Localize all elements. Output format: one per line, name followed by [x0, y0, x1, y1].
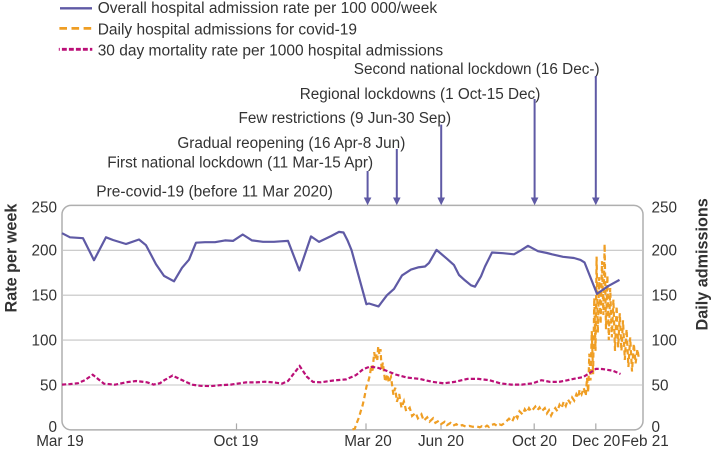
svg-text:Gradual reopening (16 Apr-8 Ju: Gradual reopening (16 Apr-8 Jun): [177, 135, 405, 152]
svg-text:Jun 20: Jun 20: [418, 433, 464, 450]
svg-text:Second national lockdown (16 D: Second national lockdown (16 Dec-): [354, 61, 600, 78]
svg-text:0: 0: [652, 419, 661, 436]
svg-text:Daily hospital admissions for: Daily hospital admissions for covid-19: [98, 21, 357, 38]
svg-text:150: 150: [652, 288, 678, 305]
svg-text:50: 50: [652, 377, 669, 394]
svg-text:Feb 21: Feb 21: [621, 433, 669, 450]
svg-text:250: 250: [652, 200, 678, 217]
svg-text:30 day mortality rate per 1000: 30 day mortality rate per 1000 hospital …: [98, 42, 444, 59]
svg-text:Few restrictions (9 Jun-30 Sep: Few restrictions (9 Jun-30 Sep): [239, 110, 452, 127]
svg-text:Rate per week: Rate per week: [3, 203, 21, 313]
svg-text:Pre-covid-19 (before 11 Mar 20: Pre-covid-19 (before 11 Mar 2020): [96, 184, 333, 201]
svg-text:Overall hospital admission rat: Overall hospital admission rate per 100 …: [98, 0, 438, 17]
svg-text:Oct 20: Oct 20: [512, 433, 557, 450]
svg-text:Dec 20: Dec 20: [572, 433, 620, 450]
svg-text:200: 200: [652, 243, 678, 260]
svg-text:200: 200: [31, 243, 57, 260]
svg-text:0: 0: [48, 419, 57, 436]
svg-text:Oct 19: Oct 19: [213, 433, 258, 450]
svg-text:250: 250: [31, 200, 57, 217]
svg-text:150: 150: [31, 288, 57, 305]
svg-text:Daily admissions: Daily admissions: [694, 198, 712, 330]
svg-text:Regional lockdowns (1 Oct-15 D: Regional lockdowns (1 Oct-15 Dec): [300, 86, 541, 103]
svg-text:100: 100: [31, 333, 57, 350]
svg-text:First national lockdown (11 Ma: First national lockdown (11 Mar-15 Apr): [107, 155, 373, 172]
svg-text:50: 50: [40, 377, 57, 394]
svg-text:100: 100: [652, 333, 678, 350]
svg-text:Mar 19: Mar 19: [36, 433, 84, 450]
svg-text:Mar 20: Mar 20: [344, 433, 392, 450]
